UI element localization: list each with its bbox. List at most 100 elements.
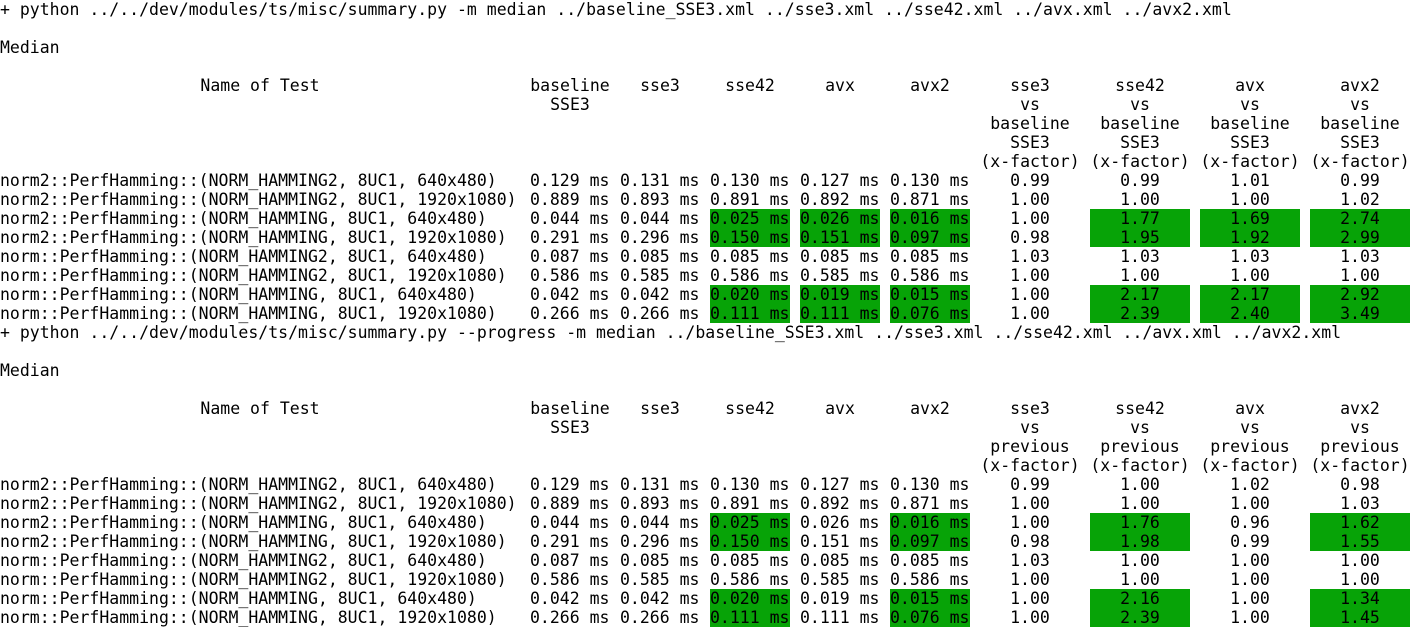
time-cell: 0.087 ms — [530, 247, 610, 266]
factor-cell: 1.02 — [1340, 190, 1380, 209]
factor-cell: 1.00 — [1010, 589, 1050, 608]
column-header: (x-factor) — [980, 152, 1080, 171]
time-cell: 0.150 ms — [710, 228, 790, 247]
time-cell: 0.085 ms — [710, 247, 790, 266]
factor-cell: 1.00 — [1010, 570, 1050, 589]
command-line: + python ../../dev/modules/ts/misc/summa… — [0, 323, 1342, 342]
time-cell: 0.016 ms — [890, 513, 970, 532]
time-cell: 0.097 ms — [890, 228, 970, 247]
factor-cell: 1.95 — [1090, 228, 1190, 247]
test-name: norm::PerfHamming::(NORM_HAMMING2, 8UC1,… — [0, 247, 487, 266]
factor-cell: 1.00 — [1230, 589, 1270, 608]
factor-cell: 1.00 — [1120, 266, 1160, 285]
time-cell: 0.087 ms — [530, 551, 610, 570]
time-cell: 0.025 ms — [710, 209, 790, 228]
factor-cell: 2.92 — [1310, 285, 1410, 304]
time-cell: 0.585 ms — [620, 266, 700, 285]
column-header: sse42 — [725, 399, 775, 418]
factor-cell: 1.00 — [1340, 570, 1380, 589]
time-cell: 0.076 ms — [890, 608, 970, 627]
time-cell: 0.044 ms — [530, 513, 610, 532]
column-header: previous — [990, 437, 1070, 456]
factor-cell: 2.17 — [1090, 285, 1190, 304]
test-name: norm::PerfHamming::(NORM_HAMMING, 8UC1, … — [0, 589, 477, 608]
factor-cell: 1.00 — [1010, 285, 1050, 304]
factor-cell: 1.92 — [1200, 228, 1300, 247]
factor-cell: 1.00 — [1010, 209, 1050, 228]
column-header: SSE3 — [1120, 133, 1160, 152]
time-cell: 0.129 ms — [530, 171, 610, 190]
column-header: baseline — [1210, 114, 1290, 133]
time-cell: 0.026 ms — [800, 209, 880, 228]
time-cell: 0.044 ms — [620, 209, 700, 228]
time-cell: 0.296 ms — [620, 532, 700, 551]
factor-cell: 1.00 — [1010, 266, 1050, 285]
column-header: vs — [1130, 418, 1150, 437]
time-cell: 0.085 ms — [620, 551, 700, 570]
time-cell: 0.015 ms — [890, 285, 970, 304]
column-header: (x-factor) — [1090, 152, 1190, 171]
column-header: (x-factor) — [980, 456, 1080, 475]
time-cell: 0.266 ms — [530, 608, 610, 627]
time-cell: 0.025 ms — [710, 513, 790, 532]
factor-cell: 1.00 — [1230, 551, 1270, 570]
time-cell: 0.085 ms — [800, 247, 880, 266]
factor-cell: 1.45 — [1310, 608, 1410, 627]
factor-cell: 1.03 — [1340, 494, 1380, 513]
factor-cell: 1.00 — [1340, 551, 1380, 570]
time-cell: 0.151 ms — [800, 228, 880, 247]
time-cell: 0.892 ms — [800, 494, 880, 513]
time-cell: 0.266 ms — [620, 608, 700, 627]
time-cell: 0.020 ms — [710, 589, 790, 608]
time-cell: 0.085 ms — [620, 247, 700, 266]
factor-cell: 2.16 — [1090, 589, 1190, 608]
time-cell: 0.889 ms — [530, 190, 610, 209]
section-title: Median — [0, 361, 60, 380]
column-header: sse42 — [1115, 399, 1165, 418]
column-header: vs — [1020, 95, 1040, 114]
factor-cell: 1.02 — [1230, 475, 1270, 494]
column-header: sse3 — [640, 399, 680, 418]
time-cell: 0.871 ms — [890, 494, 970, 513]
factor-cell: 2.39 — [1090, 304, 1190, 323]
column-header: (x-factor) — [1200, 456, 1300, 475]
time-cell: 0.085 ms — [890, 551, 970, 570]
column-header: sse3 — [1010, 399, 1050, 418]
column-header: previous — [1100, 437, 1180, 456]
time-cell: 0.586 ms — [710, 570, 790, 589]
column-header: sse3 — [640, 76, 680, 95]
factor-cell: 1.34 — [1310, 589, 1410, 608]
factor-cell: 1.00 — [1340, 266, 1380, 285]
column-header: SSE3 — [1010, 133, 1050, 152]
time-cell: 0.127 ms — [800, 475, 880, 494]
factor-cell: 1.00 — [1120, 494, 1160, 513]
time-cell: 0.893 ms — [620, 190, 700, 209]
factor-cell: 2.99 — [1310, 228, 1410, 247]
time-cell: 0.111 ms — [710, 304, 790, 323]
factor-cell: 0.98 — [1340, 475, 1380, 494]
time-cell: 0.291 ms — [530, 532, 610, 551]
time-cell: 0.042 ms — [620, 589, 700, 608]
column-header: avx2 — [910, 76, 950, 95]
factor-cell: 1.03 — [1340, 247, 1380, 266]
time-cell: 0.111 ms — [800, 608, 880, 627]
test-name: norm::PerfHamming::(NORM_HAMMING2, 8UC1,… — [0, 570, 507, 589]
time-cell: 0.893 ms — [620, 494, 700, 513]
time-cell: 0.586 ms — [710, 266, 790, 285]
column-header: SSE3 — [1340, 133, 1380, 152]
time-cell: 0.015 ms — [890, 589, 970, 608]
time-cell: 0.020 ms — [710, 285, 790, 304]
time-cell: 0.296 ms — [620, 228, 700, 247]
factor-cell: 1.00 — [1010, 608, 1050, 627]
factor-cell: 1.00 — [1230, 494, 1270, 513]
column-header: vs — [1350, 95, 1370, 114]
factor-cell: 1.00 — [1230, 608, 1270, 627]
time-cell: 0.150 ms — [710, 532, 790, 551]
time-cell: 0.130 ms — [890, 475, 970, 494]
column-header: vs — [1240, 95, 1260, 114]
factor-cell: 1.00 — [1230, 570, 1270, 589]
time-cell: 0.016 ms — [890, 209, 970, 228]
factor-cell: 1.00 — [1010, 513, 1050, 532]
time-cell: 0.111 ms — [800, 304, 880, 323]
column-header: sse42 — [725, 76, 775, 95]
